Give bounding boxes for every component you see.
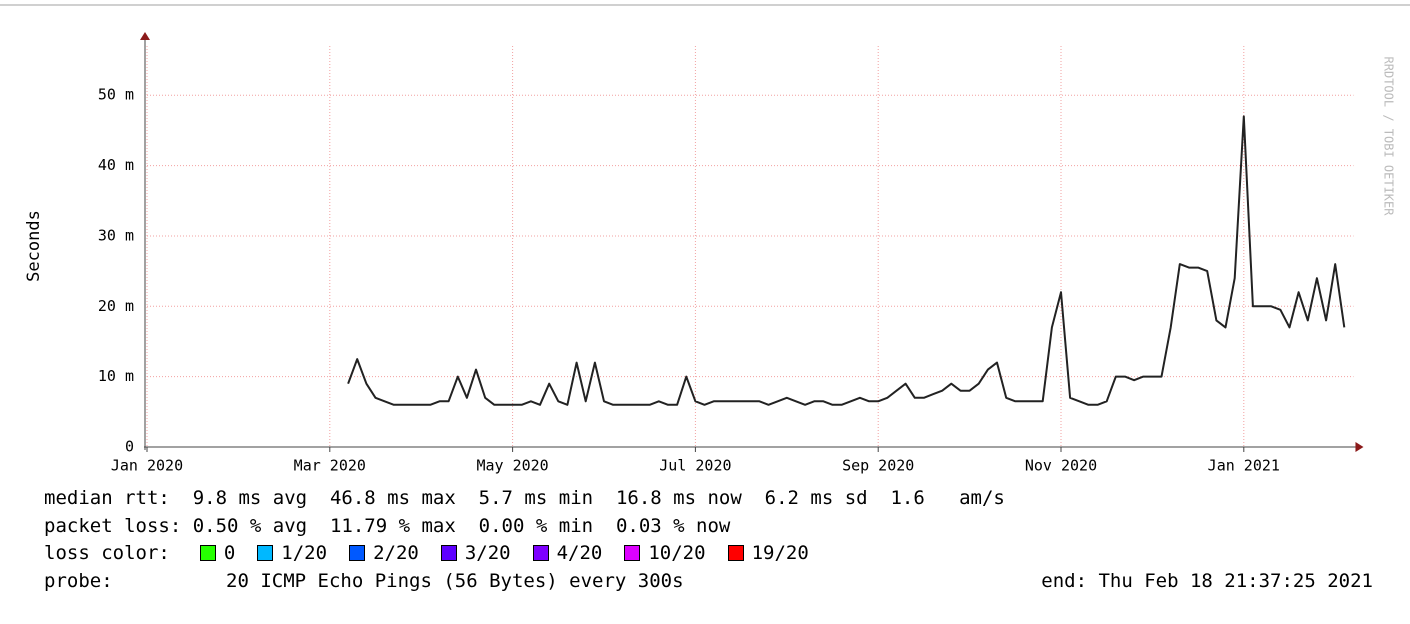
probe-text: 20 ICMP Echo Pings (56 Bytes) every 300s	[226, 570, 684, 592]
legend-text: 1/20	[281, 542, 328, 564]
stats-line: median rtt: 9.8 ms avg 46.8 ms max 5.7 m…	[44, 487, 1005, 509]
chart: Seconds RRDTOOL / TOBI OETIKER 0 10 m 20 m…	[24, 32, 1396, 475]
legend-swatch	[532, 545, 549, 561]
y-tick-label: 20 m	[98, 297, 134, 315]
legend-item: 10/20	[624, 542, 706, 564]
x-tick-label: Jan 2021	[1208, 457, 1280, 475]
legend-item: 1/20	[257, 542, 327, 564]
stats-line: packet loss: 0.50 % avg 11.79 % max 0.00…	[44, 515, 731, 537]
legend-swatch	[349, 545, 366, 561]
y-tick-label: 30 m	[98, 226, 134, 244]
legend-text: 3/20	[464, 542, 511, 564]
x-tick-label: Nov 2020	[1025, 457, 1097, 475]
legend-text: 4/20	[556, 542, 603, 564]
legend-swatch	[727, 545, 744, 561]
legend-text: 0	[223, 542, 236, 564]
y-tick-label: 10 m	[98, 367, 134, 385]
legend-item: 3/20	[440, 542, 511, 564]
end-time: end: Thu Feb 18 21:37:25 2021	[1041, 570, 1373, 592]
x-tick-label: Mar 2020	[294, 457, 366, 475]
series-line	[347, 115, 1346, 406]
loss-legend: loss color: 0 1/20 2/20 3/20 4/20 10/20 19/20	[44, 541, 831, 565]
x-tick-label: Jul 2020	[659, 457, 731, 475]
frame-line	[0, 4, 1410, 6]
y-tick-label: 50 m	[98, 86, 134, 104]
x-tick-label: May 2020	[476, 457, 548, 475]
axis-arrow	[1355, 442, 1364, 452]
legend-text: 2/20	[373, 542, 419, 564]
legend-item: 0	[199, 542, 236, 564]
y-tick-label: 40 m	[98, 156, 134, 174]
y-tick-label: 0	[125, 438, 134, 456]
legend-swatch	[440, 545, 457, 561]
y-axis-label: Seconds	[24, 210, 44, 282]
legend-label: loss color:	[44, 542, 170, 564]
axis-arrow	[140, 32, 150, 40]
watermark: RRDTOOL / TOBI OETIKER	[1382, 57, 1396, 217]
legend-swatch	[199, 545, 216, 561]
legend-swatch	[624, 545, 641, 561]
x-tick-label: Sep 2020	[842, 457, 914, 475]
legend-swatch	[257, 545, 274, 561]
legend-item: 4/20	[532, 542, 603, 564]
legend-item: 19/20	[727, 542, 809, 564]
legend-text: 19/20	[751, 542, 809, 564]
legend-text: 10/20	[648, 542, 706, 564]
probe-label: probe:	[44, 570, 113, 592]
legend-item: 2/20	[349, 542, 419, 564]
x-tick-label: Jan 2020	[111, 457, 183, 475]
